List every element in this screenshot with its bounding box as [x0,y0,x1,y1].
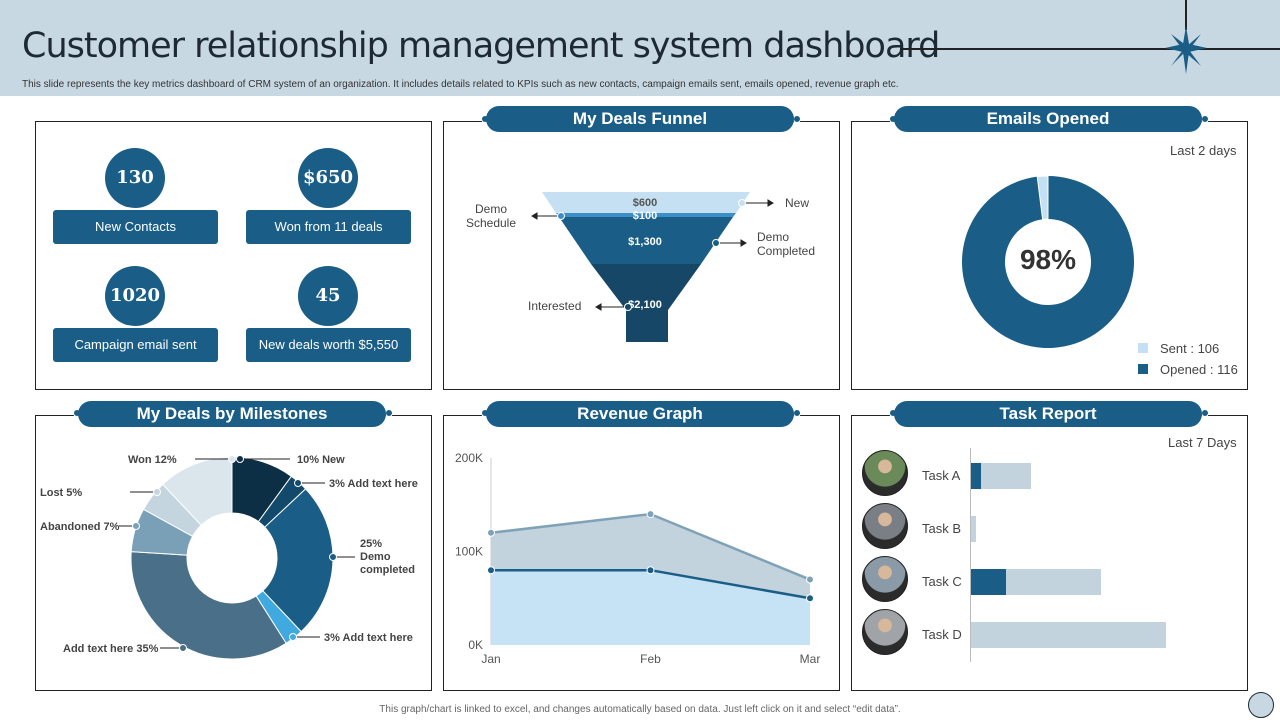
leader-dot [289,633,297,641]
donut-slice-opened [962,176,1134,348]
task-label: Task B [922,521,962,536]
pill-dot [1201,409,1209,417]
funnel-neck [626,310,668,342]
funnel-label: Demo Completed [757,230,816,258]
avatar [862,503,908,549]
task-label: Task A [922,468,961,483]
task-label: Task C [922,574,962,589]
funnel-value: $600 [633,197,657,209]
pill-dot [1201,115,1209,123]
milestone-label: Lost 5% [40,487,82,499]
funnel-stage-demo-schedule [556,213,736,217]
legend-swatch [1138,343,1148,353]
revenue-title: Revenue Graph [486,401,794,427]
nav-circle-button[interactable] [1248,692,1274,718]
emails-title: Emails Opened [894,106,1202,132]
funnel-label: Demo Schedule [465,202,517,230]
kpi-label: New deals worth $5,550 [246,328,411,362]
donut-slice-sent [1036,175,1049,220]
legend-swatch [1138,364,1148,374]
page-subtitle: This slide represents the key metrics da… [22,79,899,90]
funnel-stage-demo-completed [559,217,733,264]
revenue-point [487,528,495,537]
task-bar-total [971,516,976,542]
funnel-value: $100 [633,210,657,222]
leader-dot [132,522,140,530]
x-tick-label: Jan [481,652,500,666]
milestone-label: Won 12% [128,454,177,466]
funnel-stage-new [542,192,750,213]
leader-dot [329,553,337,561]
emails-center-value: 98% [1019,244,1077,275]
funnel-label: Interested [528,299,582,313]
milestones-title: My Deals by Milestones [78,401,386,427]
funnel-chart: $600 $100 $1,300 $2,100 [531,192,774,342]
milestone-label: Abandoned 7% [40,521,120,533]
funnel-value: $2,100 [628,299,662,311]
tasks-panel [851,415,1248,691]
leader-dot [179,644,187,652]
funnel-value: $1,300 [628,236,662,248]
milestone-slice [262,488,334,633]
kpi-value: $650 [298,148,358,208]
legend-label: Opened : 116 [1160,362,1238,377]
star-icon [1165,26,1207,74]
leader-dot [153,488,161,496]
emails-donut [962,175,1134,348]
y-tick-label: 0K [468,638,483,652]
task-bar-total [971,622,1166,648]
task-bar-completed [971,569,1006,595]
kpi-label: Won from 11 deals [246,210,411,244]
avatar [862,450,908,496]
y-tick-label: 100K [455,545,483,559]
funnel-title: My Deals Funnel [486,106,794,132]
y-tick-label: 200K [455,451,483,465]
avatar [862,609,908,655]
x-tick-label: Feb [640,652,661,666]
kpi-value: 1020 [105,266,165,326]
revenue-point [487,566,495,575]
page-title: Customer relationship management system … [22,26,940,66]
task-bar-completed [971,463,981,489]
period-label: Last 2 days [1170,143,1237,158]
milestone-label: 3% Add text here [324,632,413,644]
divider [1185,0,1187,30]
leader-dot [294,479,302,487]
milestones-donut: 10% New 3% Add text here 25% Demo completed 3… [40,454,418,660]
kpi-label: Campaign email sent [53,328,218,362]
task-label: Task D [922,627,962,642]
revenue-point [646,510,655,519]
milestone-label: 25% Demo completed [360,538,415,576]
x-tick-label: Mar [800,652,821,666]
avatar [862,556,908,602]
milestone-label: 3% Add text here [329,478,418,490]
revenue-area [491,570,810,645]
revenue-point [806,594,814,603]
funnel-label: New [785,196,810,210]
kpi-value: 45 [298,266,358,326]
milestone-label: 10% New [297,454,345,466]
revenue-point [806,575,814,584]
period-label: Last 7 Days [1168,435,1237,450]
milestone-label: Add text here 35% [63,643,159,655]
footer-note: This graph/chart is linked to excel, and… [379,704,901,715]
tasks-title: Task Report [894,401,1202,427]
task-axis [970,448,971,662]
kpi-value: 130 [105,148,165,208]
milestone-slice [130,551,287,660]
kpi-label: New Contacts [53,210,218,244]
legend-label: Sent : 106 [1160,341,1220,356]
funnel-stage-interested [591,264,701,310]
revenue-point [646,566,655,575]
task-bar-total [971,463,1031,489]
leader-dot [228,455,236,463]
leader-dot [236,455,244,463]
divider [900,48,1280,50]
